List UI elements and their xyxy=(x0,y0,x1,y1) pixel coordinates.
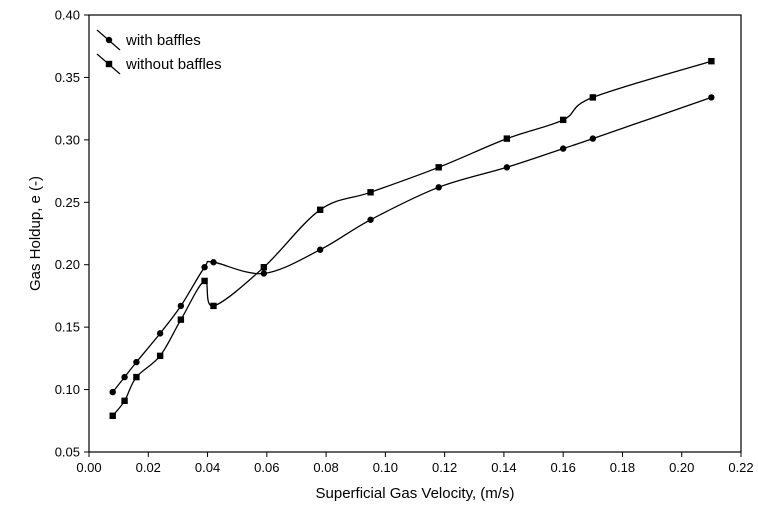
data-point-without-baffles xyxy=(133,373,140,381)
y-tick-label: 0.25 xyxy=(55,195,80,210)
x-tick-label: 0.12 xyxy=(432,460,457,475)
ticks-layer: 0.00 0.02 0.04 0.06 0.08 0.10 0.12 0.14 0.16 0.18… xyxy=(55,8,754,476)
y-tick-label: 0.10 xyxy=(55,382,80,397)
data-point-without-baffles xyxy=(559,116,567,124)
data-point-without-baffles xyxy=(210,302,217,310)
data-point-without-baffles xyxy=(435,164,442,171)
data-point-with-baffles xyxy=(156,330,164,337)
y-axis-label: Gas Holdup, e (-) xyxy=(27,176,44,291)
data-point-without-baffles xyxy=(367,189,374,196)
x-tick-label: 0.10 xyxy=(373,460,398,475)
y-tick-label: 0.30 xyxy=(55,132,80,147)
y-tick-label: 0.35 xyxy=(55,70,80,85)
x-tick-label: 0.06 xyxy=(254,460,279,475)
x-tick-label: 0.00 xyxy=(76,460,101,475)
series-line-without-baffles xyxy=(112,60,712,417)
data-point-with-baffles xyxy=(260,270,268,277)
y-tick-label: 0.15 xyxy=(55,320,80,335)
x-axis-label: Superficial Gas Velocity, (m/s) xyxy=(316,485,515,502)
data-point-without-baffles xyxy=(260,264,268,271)
data-point-without-baffles xyxy=(316,206,324,213)
data-point-with-baffles xyxy=(708,94,715,101)
data-point-with-baffles xyxy=(210,259,217,266)
x-tick-label: 0.08 xyxy=(313,460,338,475)
data-point-with-baffles xyxy=(503,164,511,171)
data-point-without-baffles xyxy=(201,277,208,285)
x-tick-label: 0.18 xyxy=(610,460,635,475)
data-point-without-baffles xyxy=(708,57,715,65)
data-point-with-baffles xyxy=(435,184,442,191)
legend-label-with-baffles: with baffles xyxy=(125,32,201,49)
x-tick-label: 0.22 xyxy=(728,460,753,475)
x-tick-label: 0.20 xyxy=(669,460,694,475)
x-tick-label: 0.04 xyxy=(195,460,220,475)
data-point-with-baffles xyxy=(367,216,374,223)
data-point-with-baffles xyxy=(177,302,185,310)
data-point-without-baffles xyxy=(109,412,116,419)
data-point-without-baffles xyxy=(589,94,597,101)
data-point-with-baffles xyxy=(201,264,208,271)
data-point-without-baffles xyxy=(121,397,128,405)
y-tick-label: 0.05 xyxy=(55,445,80,460)
data-point-without-baffles xyxy=(156,352,164,360)
legend-label-without-baffles: without baffles xyxy=(125,56,222,73)
x-tick-label: 0.14 xyxy=(491,460,516,475)
series-layer xyxy=(109,57,715,419)
data-point-with-baffles xyxy=(109,388,116,396)
data-point-with-baffles xyxy=(559,145,567,152)
y-tick-label: 0.20 xyxy=(55,257,80,272)
legend-item-without-baffles: without baffles xyxy=(96,53,222,75)
legend-item-with-baffles: with baffles xyxy=(96,29,201,51)
data-point-with-baffles xyxy=(133,358,140,366)
legend: with baffles without baffles xyxy=(96,29,222,75)
y-tick-label: 0.40 xyxy=(55,8,80,23)
legend-marker-without-baffles xyxy=(105,60,113,68)
data-point-with-baffles xyxy=(121,373,128,381)
series-line-with-baffles xyxy=(112,96,712,393)
legend-marker-with-baffles xyxy=(105,36,113,44)
x-tick-label: 0.16 xyxy=(551,460,576,475)
data-point-with-baffles xyxy=(589,135,597,142)
data-point-without-baffles xyxy=(503,135,511,142)
plot-frame xyxy=(88,14,742,453)
data-point-without-baffles xyxy=(177,316,185,323)
x-tick-label: 0.02 xyxy=(136,460,161,475)
data-point-with-baffles xyxy=(316,246,324,253)
